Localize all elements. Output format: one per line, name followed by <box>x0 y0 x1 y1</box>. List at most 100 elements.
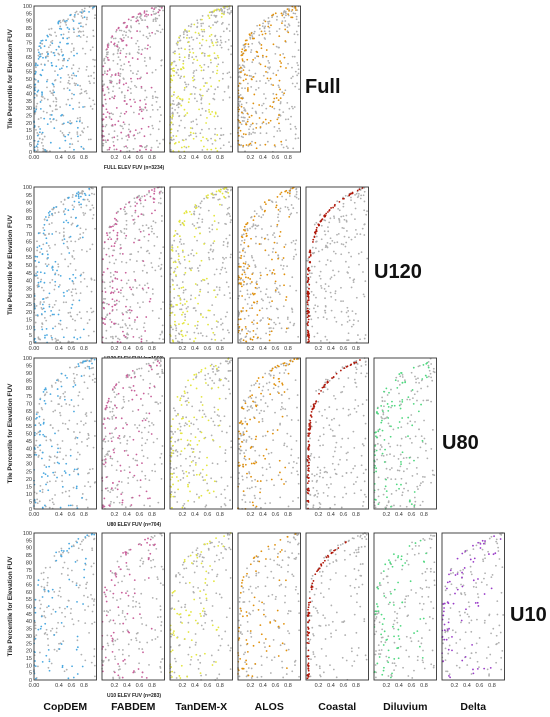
scatter-point <box>211 438 214 441</box>
scatter-point <box>250 114 253 117</box>
scatter-point <box>106 43 109 46</box>
scatter-point <box>45 466 48 468</box>
scatter-point <box>154 209 156 212</box>
scatter-point <box>77 31 80 33</box>
scatter-point <box>260 30 263 33</box>
scatter-point <box>142 34 145 37</box>
x-tick-label: 0.4 <box>191 155 199 161</box>
scatter-point <box>205 504 208 507</box>
scatter-point <box>182 139 185 142</box>
scatter-point <box>112 229 115 232</box>
scatter-point <box>267 199 270 202</box>
scatter-point <box>81 8 84 11</box>
scatter-point <box>41 506 44 509</box>
scatter-point <box>159 202 162 205</box>
scatter-point <box>279 231 282 233</box>
scatter-point <box>195 493 198 496</box>
scatter-point <box>248 74 251 77</box>
scatter-point <box>288 195 291 197</box>
scatter-point <box>118 47 121 49</box>
scatter-point <box>275 307 278 310</box>
x-tick-label: 0.8 <box>284 512 292 518</box>
scatter-point <box>71 18 74 21</box>
scatter-point <box>83 381 86 384</box>
scatter-point <box>111 410 114 413</box>
scatter-point <box>72 486 75 489</box>
scatter-point <box>154 17 157 19</box>
scatter-point <box>283 372 286 374</box>
scatter-point <box>348 319 351 322</box>
scatter-point <box>128 471 131 474</box>
scatter-point <box>76 133 79 135</box>
x-tick-label: 0.00 <box>29 155 40 161</box>
scatter-point <box>118 437 121 440</box>
scatter-point <box>194 436 197 439</box>
scatter-point <box>153 192 156 195</box>
scatter-point <box>272 13 275 16</box>
scatter-point <box>399 505 402 507</box>
scatter-point <box>67 121 69 124</box>
scatter-point <box>93 193 96 196</box>
scatter-point <box>136 464 139 467</box>
scatter-point <box>83 485 86 488</box>
scatter-point <box>74 288 77 291</box>
scatter-point <box>104 427 107 429</box>
scatter-point <box>35 145 38 148</box>
scatter-point <box>114 37 117 40</box>
scatter-point <box>243 280 245 283</box>
scatter-point <box>106 53 109 56</box>
x-tick-label: 0.4 <box>259 346 267 352</box>
scatter-point <box>259 480 262 482</box>
scatter-point <box>110 400 113 403</box>
scatter-point <box>226 245 229 248</box>
scatter-point <box>281 415 284 418</box>
scatter-point <box>112 436 115 438</box>
scatter-point <box>111 96 114 99</box>
scatter-point <box>136 77 139 80</box>
scatter-point <box>216 69 219 72</box>
scatter-point <box>252 224 255 227</box>
scatter-point <box>203 63 206 66</box>
scatter-point <box>219 362 222 365</box>
scatter-point <box>35 105 38 108</box>
scatter-point <box>171 107 174 110</box>
scatter-point <box>42 307 45 310</box>
scatter-point <box>208 309 211 312</box>
scatter-point <box>284 28 287 31</box>
scatter-point <box>73 16 76 18</box>
scatter-point <box>75 192 78 195</box>
scatter-point <box>276 364 279 367</box>
scatter-point <box>65 23 68 26</box>
scatter-point <box>219 35 222 38</box>
scatter-point <box>102 301 105 304</box>
scatter-point <box>159 364 162 367</box>
scatter-point <box>272 247 275 250</box>
scatter-point <box>145 35 148 38</box>
scatter-point <box>346 230 348 232</box>
scatter-point <box>84 52 87 55</box>
scatter-point <box>125 223 128 226</box>
scatter-point <box>175 274 177 276</box>
scatter-point <box>307 338 310 341</box>
scatter-point <box>263 26 266 29</box>
scatter-point <box>178 221 181 223</box>
x-tick-label: 0.6 <box>136 512 144 518</box>
scatter-point <box>73 381 76 384</box>
scatter-point <box>73 148 75 151</box>
scatter-point <box>219 8 221 11</box>
scatter-point <box>124 237 127 240</box>
scatter-point <box>71 288 74 291</box>
scatter-point <box>358 263 360 266</box>
scatter-point <box>292 240 295 242</box>
scatter-point <box>327 226 329 229</box>
scatter-point <box>172 138 175 141</box>
scatter-point <box>224 497 227 499</box>
scatter-point <box>196 324 199 327</box>
scatter-point <box>108 504 111 507</box>
scatter-point <box>345 311 348 314</box>
scatter-point <box>196 327 198 330</box>
scatter-point <box>121 252 124 255</box>
scatter-point <box>103 94 106 97</box>
scatter-point <box>246 293 249 295</box>
y-tick-label: 70 <box>26 48 32 54</box>
